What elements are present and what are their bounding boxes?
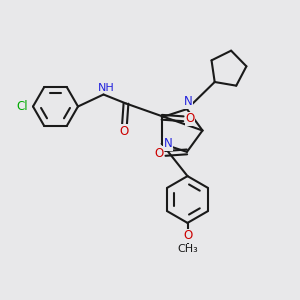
Text: NH: NH [98,83,114,93]
Text: Cl: Cl [16,100,28,113]
Text: O: O [154,147,164,160]
Text: N: N [164,137,173,150]
Text: N: N [184,95,193,108]
Text: O: O [183,229,192,242]
Text: O: O [119,124,128,138]
Text: CH₃: CH₃ [177,244,198,254]
Text: O: O [185,112,195,125]
